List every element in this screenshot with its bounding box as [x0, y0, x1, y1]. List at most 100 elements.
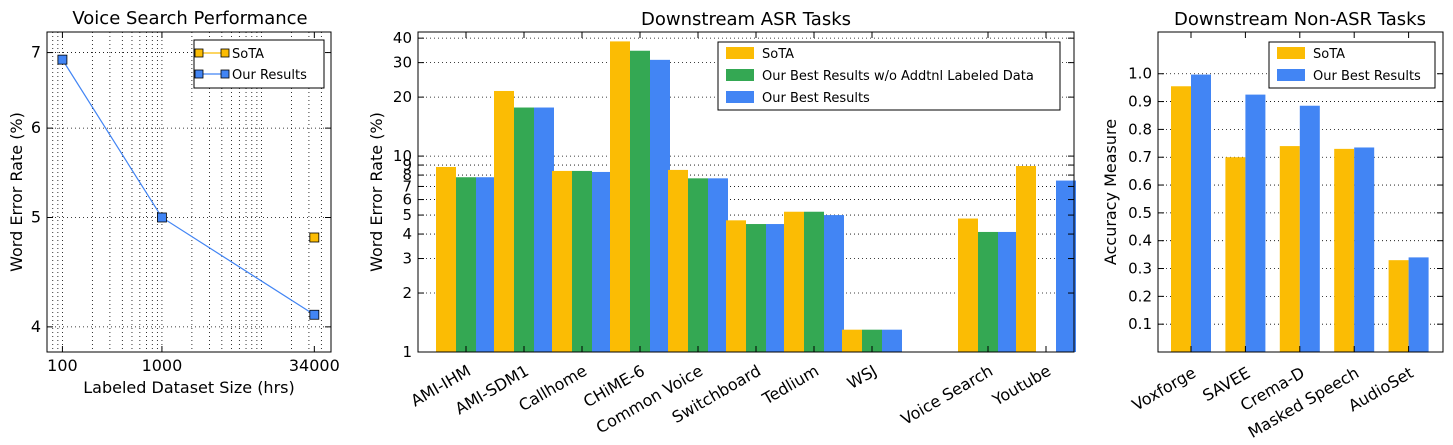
bar	[534, 107, 554, 352]
bar	[842, 329, 862, 352]
bar	[688, 178, 708, 352]
asr-panel: Downstream ASR Tasks 12345678910203040AM…	[367, 9, 1076, 437]
y-tick-label: 4	[31, 317, 41, 336]
bar	[1388, 260, 1409, 352]
bar	[592, 171, 612, 352]
y-tick-label: 5	[402, 206, 412, 224]
non-asr-panel: Downstream Non-ASR Tasks 0.1 0.2 0.3 0.4 0.5…	[1101, 9, 1444, 442]
data-marks	[57, 54, 320, 320]
bar	[1171, 86, 1191, 353]
bar	[650, 59, 670, 352]
x-axis-label: Labeled Dataset Size (hrs)	[83, 378, 294, 397]
y-tick-label: 0.6	[1128, 176, 1152, 194]
y-tick-label: 1.0	[1128, 65, 1152, 83]
data-point	[57, 54, 68, 65]
y-tick-label: 3	[402, 250, 412, 268]
y-tick-label: 6	[31, 118, 41, 137]
y-tick-label: 2	[402, 284, 412, 302]
plot-frame	[417, 31, 1075, 353]
legend-swatch	[1277, 69, 1305, 81]
voice-search-panel: Voice Search Performance 100 1000 34000 4 5 6…	[7, 8, 340, 397]
y-tick-label: 0.9	[1128, 93, 1152, 111]
legend-box	[717, 41, 1061, 111]
bar	[1279, 146, 1300, 352]
y-tick-label: 0.3	[1128, 260, 1152, 278]
legend-box	[193, 39, 325, 89]
bar	[1334, 148, 1355, 352]
x-tick-label: 34000	[289, 356, 340, 375]
y-tick-label: 10	[393, 147, 412, 165]
bar	[630, 50, 650, 352]
y-axis-label: Word Error Rate (%)	[367, 112, 386, 272]
y-tick-label: 4	[402, 225, 412, 243]
bar	[668, 169, 688, 352]
bar	[708, 178, 728, 352]
legend: SoTA Our Best Results w/o Addtnl Labeled …	[717, 41, 1061, 111]
legend-label: SoTA	[232, 47, 264, 62]
bar	[978, 231, 998, 352]
y-tick-label: 7	[402, 177, 412, 195]
x-tick-label: Voxforge	[1129, 363, 1199, 415]
chart-title: Downstream ASR Tasks	[641, 9, 851, 30]
bar	[824, 215, 844, 352]
legend-marker	[194, 69, 204, 79]
legend-label: SoTA	[762, 47, 794, 62]
chart-title: Downstream Non-ASR Tasks	[1174, 9, 1426, 30]
legend-marker	[194, 48, 204, 58]
legend-swatch	[726, 47, 754, 59]
plot-frame	[46, 31, 332, 353]
y-tick-label: 5	[31, 207, 41, 226]
y-tick-label: 30	[393, 54, 412, 72]
legend: SoTA Our Results	[193, 39, 325, 89]
data-marks	[1171, 74, 1429, 353]
legend-label: Our Best Results	[762, 91, 870, 106]
legend-label: Our Best Results	[1313, 69, 1421, 84]
bar	[862, 329, 882, 352]
y-tick-label: 0.1	[1128, 315, 1152, 333]
x-tick-label: WSJ	[844, 361, 880, 393]
bar	[1191, 74, 1211, 352]
bar	[766, 224, 786, 352]
bar	[456, 177, 476, 352]
bar	[784, 211, 804, 352]
legend-swatch	[726, 91, 754, 103]
y-tick-label: 6	[402, 191, 412, 209]
y-tick-label: 8	[402, 166, 412, 184]
bar	[1408, 257, 1429, 352]
x-tick-label: Youtube	[988, 361, 1054, 410]
y-tick-label: 1	[402, 343, 412, 361]
y-axis-label: Word Error Rate (%)	[7, 112, 26, 272]
legend-swatch	[1277, 47, 1305, 59]
legend: SoTA Our Best Results	[1268, 41, 1436, 89]
y-tick-label: 0.7	[1128, 148, 1152, 166]
bar	[436, 166, 456, 352]
y-tick-label: 0.5	[1128, 204, 1152, 222]
x-tick-label: 1000	[142, 356, 183, 375]
plot-frame	[1157, 31, 1444, 353]
series-line	[61, 59, 315, 316]
legend-label: Our Best Results w/o Addtnl Labeled Data	[762, 69, 1034, 84]
bar	[958, 218, 978, 352]
bar	[572, 170, 592, 352]
y-tick-label: 40	[393, 29, 412, 47]
data-marks	[436, 41, 1076, 353]
bar	[1225, 157, 1246, 352]
bar	[1056, 180, 1076, 352]
axis-ticks: 100 1000 34000 4 5 6 7	[31, 32, 340, 375]
y-tick-label: 20	[393, 88, 412, 106]
data-point	[157, 212, 167, 223]
bar	[1354, 147, 1375, 352]
x-tick-label: Voice Search	[898, 361, 996, 429]
bar	[726, 220, 746, 352]
bar	[1016, 166, 1036, 352]
bar	[882, 329, 902, 352]
y-axis-label: Accuracy Measure	[1101, 119, 1120, 265]
data-point	[309, 232, 320, 243]
bar	[1299, 105, 1320, 352]
bar	[804, 211, 824, 352]
bar	[746, 224, 766, 352]
chart-title: Voice Search Performance	[72, 8, 307, 29]
y-tick-label: 0.4	[1128, 232, 1152, 250]
bar	[998, 231, 1018, 352]
